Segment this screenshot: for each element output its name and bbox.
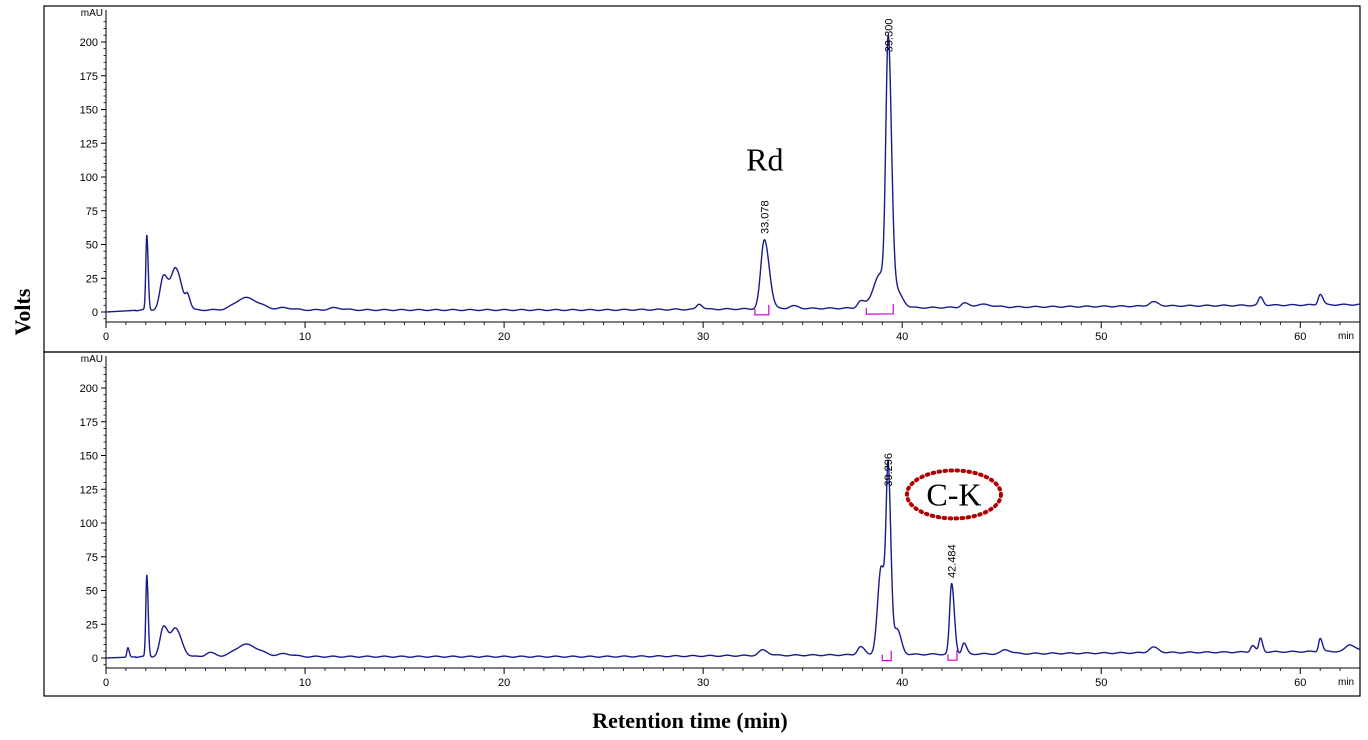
y-tick-label: 175	[80, 71, 98, 83]
y-tick-label: 200	[80, 37, 98, 49]
x-tick-label: 60	[1294, 331, 1306, 343]
y-unit-label: mAU	[81, 354, 103, 365]
y-tick-label: 200	[80, 383, 98, 395]
x-tick-label: 0	[103, 677, 109, 689]
x-unit-label: min	[1338, 677, 1354, 688]
chromatogram-trace	[106, 461, 1360, 658]
y-tick-label: 25	[86, 273, 98, 285]
peak-label: 39.296	[883, 453, 895, 487]
x-tick-label: 10	[299, 677, 311, 689]
x-tick-label: 30	[697, 331, 709, 343]
y-tick-label: 175	[80, 417, 98, 429]
y-tick-label: 150	[80, 105, 98, 117]
x-tick-label: 50	[1095, 677, 1107, 689]
y-tick-label: 125	[80, 138, 98, 150]
x-tick-label: 60	[1294, 677, 1306, 689]
x-tick-label: 50	[1095, 331, 1107, 343]
y-tick-label: 0	[92, 307, 98, 319]
compound-annotation: Rd	[746, 141, 783, 177]
x-tick-label: 40	[896, 331, 908, 343]
chromatogram-trace	[106, 35, 1360, 312]
peak-label: 42.484	[947, 544, 959, 578]
x-unit-label: min	[1338, 331, 1354, 342]
x-tick-label: 30	[697, 677, 709, 689]
x-tick-label: 20	[498, 331, 510, 343]
integration-mark	[866, 304, 893, 314]
x-axis-title: Retention time (min)	[592, 708, 788, 733]
y-tick-label: 0	[92, 653, 98, 665]
peak-label: 39.300	[883, 19, 895, 53]
peak-label: 33.078	[759, 200, 771, 234]
y-tick-label: 100	[80, 518, 98, 530]
x-tick-label: 10	[299, 331, 311, 343]
y-tick-label: 150	[80, 451, 98, 463]
integration-mark	[755, 305, 769, 315]
integration-mark	[948, 650, 957, 660]
x-tick-label: 0	[103, 331, 109, 343]
y-tick-label: 50	[86, 240, 98, 252]
panel-1: mAU min 0 25 50 75 100 125 150 175 200 0 10 20 30 40 50 6…	[44, 6, 1360, 352]
y-tick-label: 75	[86, 206, 98, 218]
y-tick-label: 75	[86, 552, 98, 564]
y-axis-title: Volts	[10, 288, 35, 335]
compound-annotation: C-K	[926, 476, 981, 512]
panel-2: mAU min 0 25 50 75 100 125 150 175 200 0 10 20 30 40 50 6…	[44, 352, 1360, 696]
y-tick-label: 25	[86, 619, 98, 631]
integration-mark	[882, 651, 891, 661]
panel-frame	[44, 352, 1360, 696]
y-tick-label: 50	[86, 586, 98, 598]
y-tick-label: 125	[80, 484, 98, 496]
y-unit-label: mAU	[81, 8, 103, 19]
x-tick-label: 20	[498, 677, 510, 689]
x-tick-label: 40	[896, 677, 908, 689]
y-tick-label: 100	[80, 172, 98, 184]
panel-frame	[44, 6, 1360, 352]
